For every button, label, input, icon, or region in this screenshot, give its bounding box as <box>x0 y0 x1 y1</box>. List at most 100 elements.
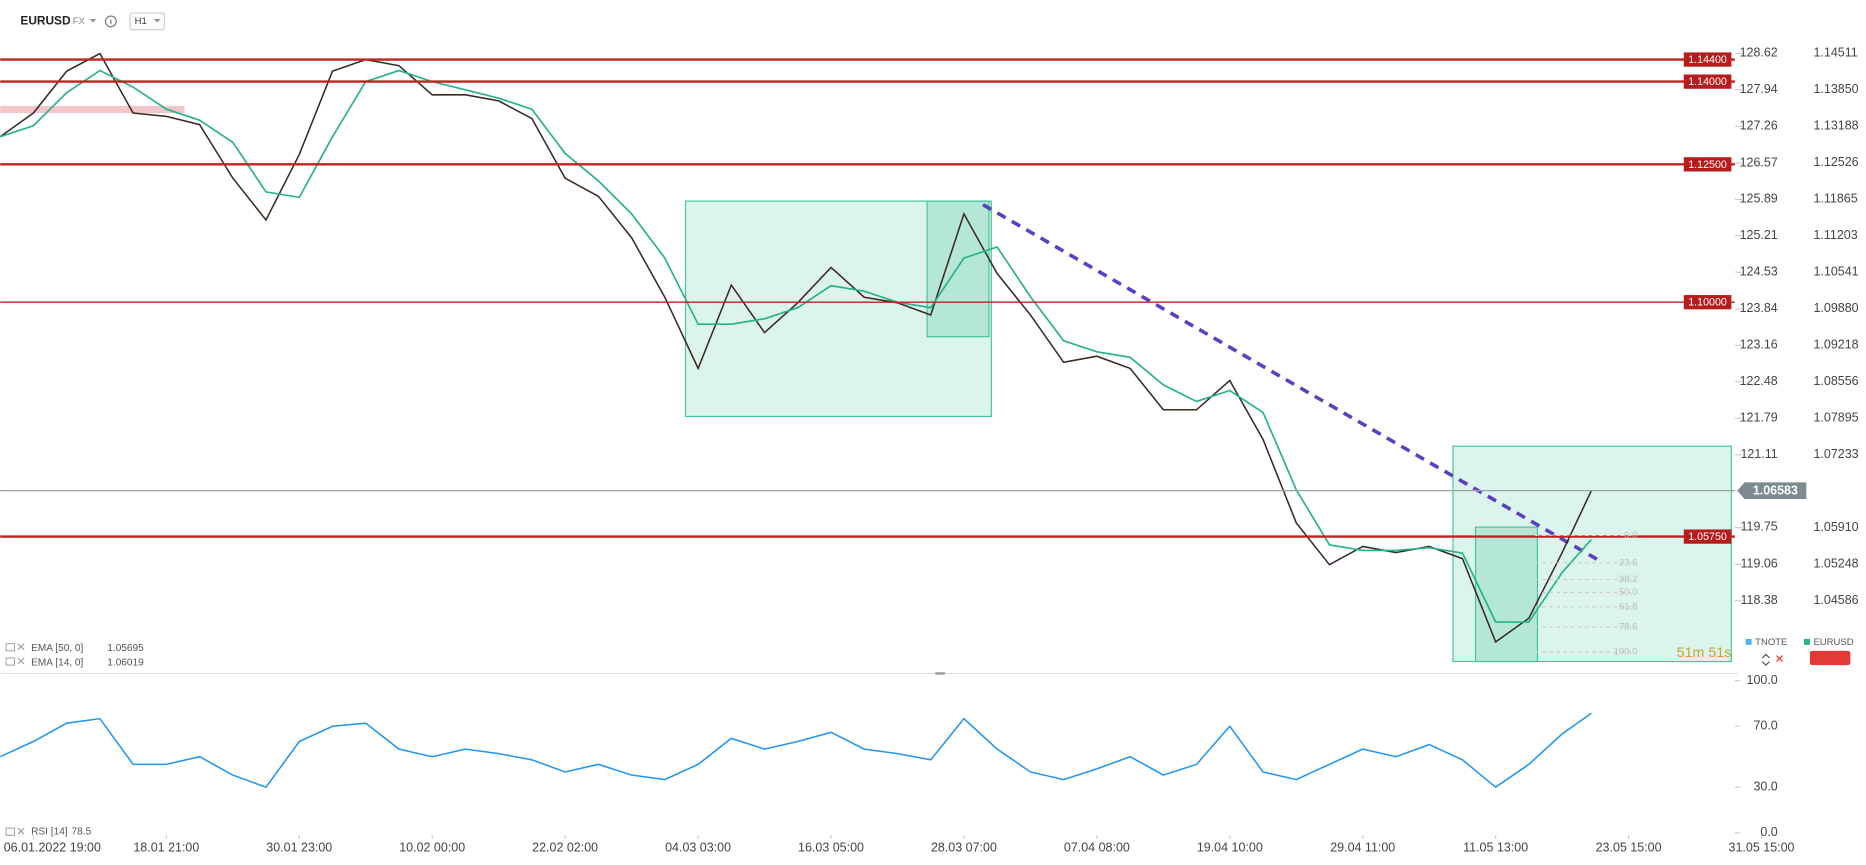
dropdown-arrow <box>153 19 161 23</box>
interval: H1 <box>135 16 147 27</box>
y-tick-label: 1.05248 <box>1813 557 1858 571</box>
level-label: 1.14000 <box>1688 76 1727 88</box>
last-price-tag <box>1737 482 1807 499</box>
x-tick-label: 16.03 05:00 <box>798 841 864 855</box>
indicator-value: 78.5 <box>72 826 92 837</box>
y2-tick-label: 123.16 <box>1740 338 1778 352</box>
fib-label: 23.6 <box>1619 557 1638 568</box>
x-tick-label: 31.05 15:00 <box>1729 841 1795 855</box>
legend-swatch <box>1803 638 1810 645</box>
y-tick-label: 1.12526 <box>1813 155 1858 169</box>
x-tick-label: 07.04 08:00 <box>1064 841 1130 855</box>
indicator-value: 1.05695 <box>107 643 144 654</box>
y-tick-label: 30.0 <box>1753 779 1777 793</box>
legend-icon <box>5 827 15 836</box>
last-price-label: 1.06583 <box>1753 484 1798 498</box>
symbol[interactable]: EURUSD <box>20 14 71 28</box>
x-tick-label: 19.04 10:00 <box>1197 841 1263 855</box>
legend-icon <box>5 643 15 652</box>
y2-tick-label: 119.06 <box>1741 557 1778 571</box>
range-box <box>684 200 992 418</box>
y-tick-label: 1.10541 <box>1813 265 1858 279</box>
x-tick-label: 10.02 00:00 <box>399 841 465 855</box>
y-tick-label: 70.0 <box>1753 719 1777 733</box>
legend-close <box>17 657 25 665</box>
y2-tick-label: 118.38 <box>1741 593 1778 607</box>
legend-swatch <box>1745 638 1752 645</box>
level-tag <box>1683 157 1732 172</box>
level-tag <box>1683 52 1732 67</box>
y2-tick-label: 126.57 <box>1740 155 1778 169</box>
series-line <box>0 69 1592 623</box>
y2-tick-label: 125.21 <box>1740 228 1778 242</box>
level-label: 1.12500 <box>1688 159 1727 171</box>
y2-tick-label: 121.11 <box>1741 447 1778 461</box>
series-line <box>0 712 1592 789</box>
indicator-name: EMA [50, 0] <box>31 643 83 654</box>
fib-label: 0.0 <box>1624 530 1637 541</box>
indicator-name: RSI [14] <box>31 826 68 837</box>
dropdown-arrow[interactable] <box>89 19 97 23</box>
y-tick-label: 1.13850 <box>1813 82 1858 96</box>
y-tick-label: 1.04586 <box>1813 593 1858 607</box>
indicator-value: 1.06019 <box>107 657 144 668</box>
y2-tick-label: 128.62 <box>1740 46 1778 60</box>
indicator-name: EMA [14, 0] <box>31 657 83 668</box>
y-tick-label: 1.07233 <box>1813 447 1858 461</box>
level-tag <box>1683 295 1732 310</box>
x-tick-label: 29.04 11:00 <box>1330 841 1395 855</box>
sort-icon <box>1761 653 1770 666</box>
y-tick-label: 1.08556 <box>1813 374 1858 388</box>
range-box <box>1452 445 1732 663</box>
y-tick-label: 1.09880 <box>1813 301 1858 315</box>
fib-label: 38.2 <box>1619 574 1638 585</box>
y2-tick-label: 123.84 <box>1740 301 1778 315</box>
y-tick-label: 1.09218 <box>1813 338 1858 352</box>
y-tick-label: 100.0 <box>1747 673 1778 687</box>
fib-label: 78.6 <box>1619 622 1638 633</box>
level-label: 1.05750 <box>1688 531 1727 543</box>
trend-line <box>982 203 1598 561</box>
y2-tick-label: 121.79 <box>1740 411 1778 425</box>
market: FX <box>73 16 86 27</box>
range-box <box>926 200 990 338</box>
legend-button[interactable] <box>1809 650 1851 666</box>
drawings <box>0 105 1738 675</box>
fib-label: 61.8 <box>1619 601 1638 612</box>
y-tick-label: 1.05910 <box>1813 520 1858 534</box>
x-tick-label: 22.02 02:00 <box>532 841 598 855</box>
y2-tick-label: 124.53 <box>1740 264 1778 278</box>
legend-icon <box>5 657 15 666</box>
level-tag <box>1683 74 1732 89</box>
y2-tick-label: 119.75 <box>1741 520 1778 534</box>
info-icon[interactable] <box>104 15 117 28</box>
zone <box>0 105 185 114</box>
y-tick-label: 1.13188 <box>1813 119 1858 133</box>
level-tag <box>1683 529 1732 544</box>
x-tick-label: 30.01 23:00 <box>266 841 332 855</box>
fib-label: 50.0 <box>1619 587 1638 598</box>
y-tick-label: 1.11203 <box>1813 228 1857 242</box>
level-label: 1.14400 <box>1688 54 1727 66</box>
x-tick-label: 28.03 07:00 <box>931 841 997 855</box>
x-tick-label: 04.03 03:00 <box>665 841 731 855</box>
y2-tick-label: 127.94 <box>1740 82 1778 96</box>
y-tick-label: 1.14511 <box>1813 46 1857 60</box>
y-tick-label: 1.07895 <box>1813 411 1858 425</box>
x-tick-label: 06.01.2022 19:00 <box>4 841 101 855</box>
x-tick-label: 18.01 21:00 <box>133 841 199 855</box>
level-label: 1.10000 <box>1688 297 1727 309</box>
timer: 51m 51s <box>1677 645 1732 661</box>
fib-label: 100.0 <box>1614 647 1638 658</box>
x-tick-label: 11.05 13:00 <box>1463 841 1528 855</box>
y-tick-label: 0.0 <box>1760 825 1777 839</box>
interval-select[interactable] <box>129 12 165 31</box>
legend-label: TNOTE <box>1755 637 1787 648</box>
legend-label: EURUSD <box>1813 637 1853 648</box>
legend-close <box>17 643 25 651</box>
legend-close <box>17 827 25 835</box>
y-tick-label: 1.11865 <box>1813 192 1857 206</box>
